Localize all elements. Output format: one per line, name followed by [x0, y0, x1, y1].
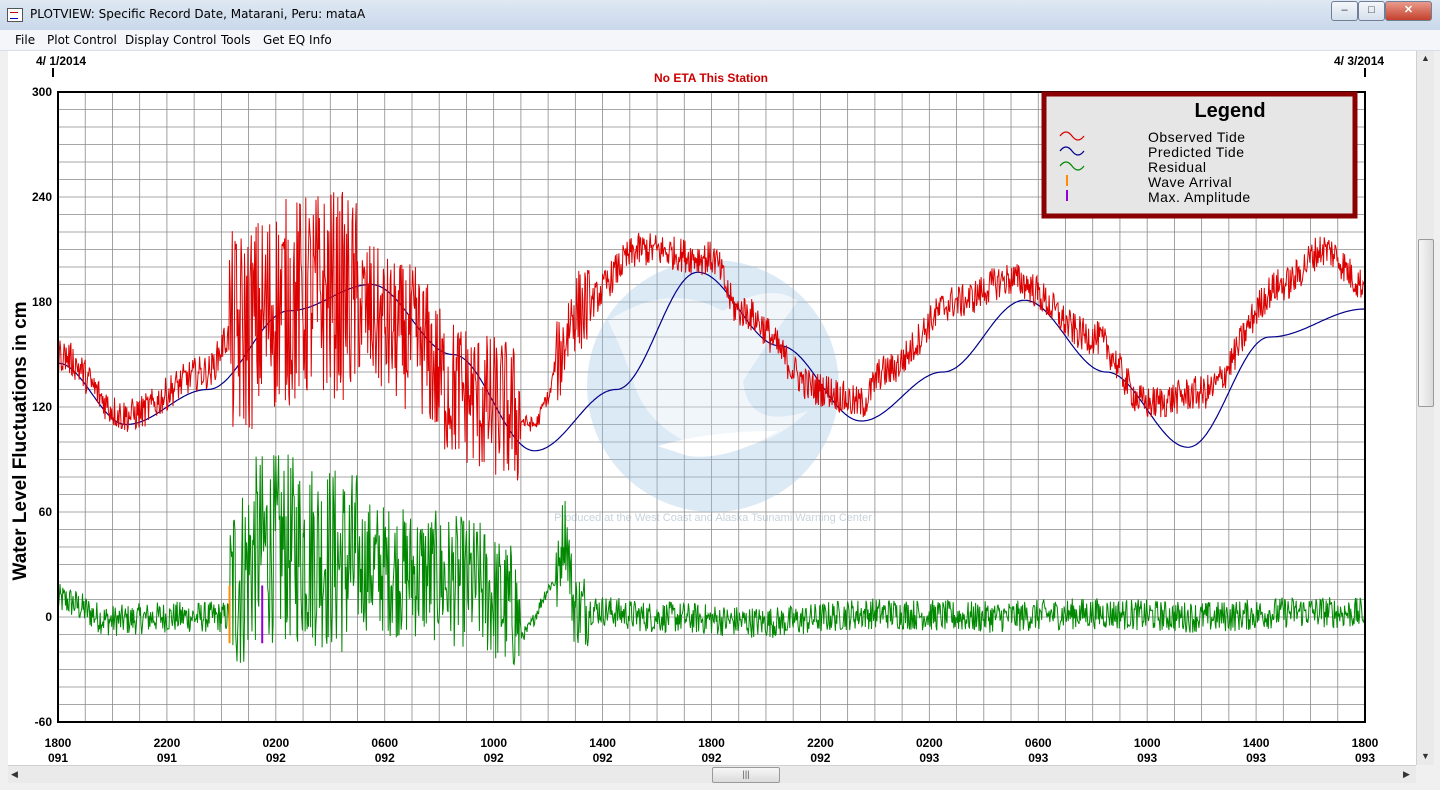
close-button[interactable]: ✕ — [1385, 1, 1432, 21]
legend-item-label: Wave Arrival — [1148, 174, 1232, 190]
legend-item-label: Residual — [1148, 159, 1206, 175]
x-tick-time-label: 1000 — [1134, 736, 1161, 750]
x-tick-time-label: 1000 — [480, 736, 507, 750]
scroll-left-icon[interactable]: ◀ — [11, 769, 18, 779]
legend-title: Legend — [1194, 100, 1265, 122]
y-tick-label: 0 — [45, 610, 52, 624]
watermark-bird — [608, 293, 808, 451]
x-tick-day-label: 091 — [48, 751, 68, 765]
x-tick-day-label: 093 — [1137, 751, 1157, 765]
x-tick-time-label: 0200 — [916, 736, 943, 750]
x-tick-day-label: 093 — [1355, 751, 1375, 765]
y-tick-label: 60 — [39, 505, 53, 519]
watermark-circle — [587, 260, 839, 512]
x-tick-day-label: 092 — [810, 751, 830, 765]
menu-get-eq-info[interactable]: Get EQ Info — [263, 33, 332, 47]
menu-file[interactable]: File — [15, 33, 36, 47]
start-date-label: 4/ 1/2014 — [36, 54, 86, 68]
x-tick-time-label: 1800 — [45, 736, 72, 750]
window-title: PLOTVIEW: Specific Record Date, Matarani… — [30, 7, 366, 21]
legend-item-label: Max. Amplitude — [1148, 189, 1251, 205]
y-tick-label: 180 — [32, 295, 52, 309]
x-tick-day-label: 093 — [919, 751, 939, 765]
x-tick-time-label: 1400 — [589, 736, 616, 750]
app-icon[interactable] — [7, 8, 23, 22]
minimize-button[interactable]: – — [1331, 1, 1358, 21]
end-date-label: 4/ 3/2014 — [1334, 54, 1384, 68]
legend-box — [1041, 91, 1358, 219]
x-tick-time-label: 2200 — [807, 736, 834, 750]
x-tick-time-label: 1400 — [1243, 736, 1270, 750]
title-bar: PLOTVIEW: Specific Record Date, Matarani… — [0, 0, 1440, 31]
close-icon: ✕ — [1403, 4, 1414, 16]
y-tick-label: -60 — [35, 715, 53, 729]
residual-line — [57, 454, 1366, 666]
x-tick-time-label: 0200 — [262, 736, 289, 750]
scroll-right-icon[interactable]: ▶ — [1403, 769, 1410, 779]
x-tick-day-label: 092 — [593, 751, 613, 765]
x-tick-day-label: 092 — [375, 751, 395, 765]
menu-bar: File Plot Control Display Control Tools … — [0, 30, 1440, 51]
x-tick-time-label: 1800 — [698, 736, 725, 750]
x-tick-day-label: 093 — [1028, 751, 1048, 765]
observed-tide-line — [57, 191, 1366, 481]
plot-frame — [57, 91, 1366, 723]
maximize-button[interactable]: □ — [1358, 1, 1385, 21]
y-tick-label: 300 — [32, 85, 52, 99]
legend-item-label: Observed Tide — [1148, 129, 1246, 145]
menu-plot-control[interactable]: Plot Control — [47, 33, 117, 47]
minimize-icon: – — [1341, 4, 1348, 16]
watermark-logo: Produced at the West Coast and Alaska Ts… — [554, 260, 872, 524]
x-tick-day-label: 092 — [484, 751, 504, 765]
y-tick-label: 120 — [32, 400, 52, 414]
x-tick-time-label: 1800 — [1352, 736, 1379, 750]
y-axis-label: Water Level Fluctuations in cm — [10, 301, 31, 580]
tide-chart: Produced at the West Coast and Alaska Ts… — [10, 54, 1384, 765]
x-tick-time-label: 2200 — [154, 736, 181, 750]
watermark-wave — [658, 431, 778, 457]
vertical-scroll-thumb[interactable] — [1418, 239, 1434, 407]
scroll-down-icon[interactable]: ▼ — [1421, 751, 1430, 761]
y-tick-label: 240 — [32, 190, 52, 204]
x-tick-day-label: 091 — [157, 751, 177, 765]
maximize-icon: □ — [1368, 4, 1375, 16]
x-tick-time-label: 0600 — [1025, 736, 1052, 750]
x-tick-day-label: 092 — [701, 751, 721, 765]
menu-display-control[interactable]: Display Control — [125, 33, 217, 47]
x-tick-day-label: 092 — [266, 751, 286, 765]
menu-tools[interactable]: Tools — [221, 33, 251, 47]
x-tick-day-label: 093 — [1246, 751, 1266, 765]
legend-swatch-wave — [1059, 131, 1085, 141]
legend-swatch-wave — [1059, 161, 1085, 171]
eta-text: No ETA This Station — [654, 71, 768, 85]
legend-item-label: Predicted Tide — [1148, 144, 1245, 160]
legend-swatch-wave — [1059, 146, 1085, 156]
plot-area: Produced at the West Coast and Alaska Ts… — [8, 51, 1416, 765]
x-tick-time-label: 0600 — [371, 736, 398, 750]
horizontal-scroll-thumb[interactable]: ||| — [712, 767, 780, 783]
watermark-text: Produced at the West Coast and Alaska Ts… — [554, 512, 872, 524]
horizontal-scrollbar[interactable]: ◀ ||| ▶ — [8, 765, 1416, 783]
vertical-scrollbar[interactable]: ▲ ▼ — [1416, 51, 1434, 765]
scroll-up-icon[interactable]: ▲ — [1421, 53, 1430, 63]
